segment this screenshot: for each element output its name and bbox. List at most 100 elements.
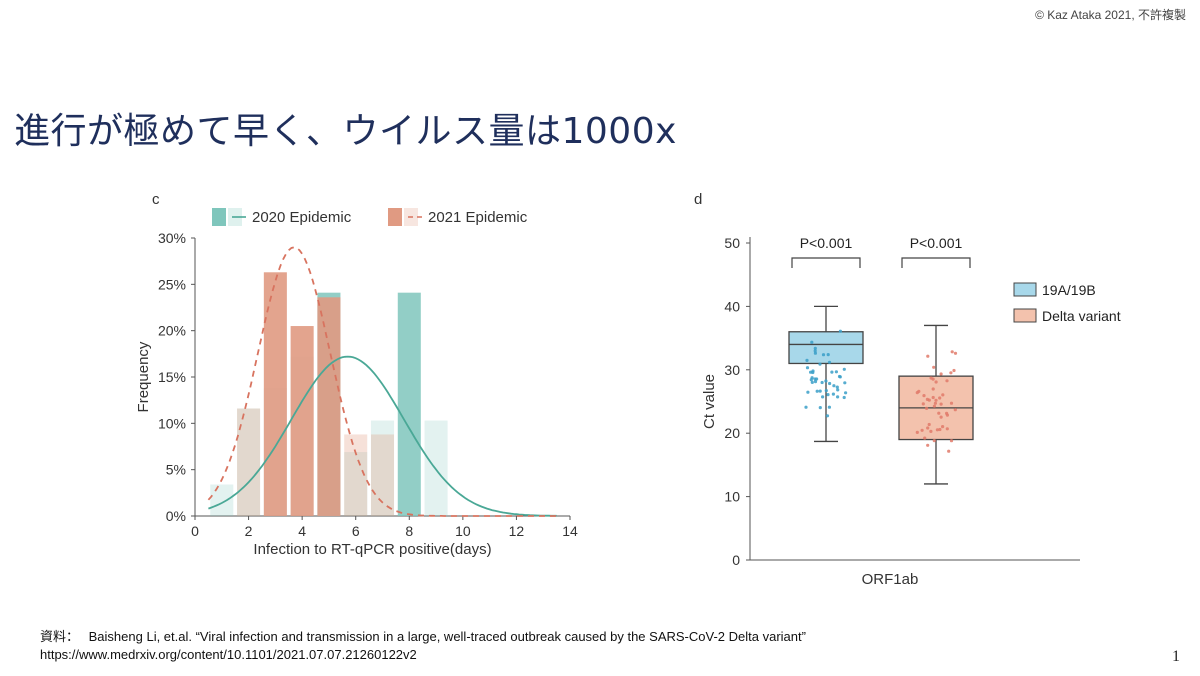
y-axis-title: Frequency — [135, 341, 152, 412]
data-point — [923, 436, 927, 440]
data-point — [939, 402, 943, 406]
y-tick-label: 0% — [166, 508, 186, 524]
data-point — [838, 375, 842, 379]
source-url[interactable]: https://www.medrxiv.org/content/10.1101/… — [40, 647, 417, 662]
y-tick-label: 10 — [724, 489, 740, 505]
x-tick-label: 12 — [509, 523, 525, 539]
data-point — [953, 351, 958, 355]
copyright-notice: © Kaz Ataka 2021, 不許複製 — [1035, 8, 1186, 22]
data-point — [920, 428, 924, 432]
data-point — [813, 351, 817, 355]
data-point — [932, 365, 936, 369]
legend-swatch — [1013, 282, 1037, 297]
bar-2021 — [290, 326, 314, 516]
x-tick-label: 6 — [352, 523, 360, 539]
data-point — [947, 449, 951, 453]
slide-title: 進行が極めて早く、ウイルス量は1000x — [14, 111, 677, 152]
data-point — [830, 370, 834, 374]
x-tick-label: 4 — [298, 523, 306, 539]
p-value-label: P<0.001 — [800, 235, 853, 251]
data-point — [929, 376, 933, 380]
data-point — [805, 366, 810, 370]
x-tick-label: 8 — [405, 523, 413, 539]
legend-label: Delta variant — [1042, 308, 1121, 324]
data-point — [938, 396, 942, 400]
data-point — [931, 387, 935, 391]
data-point — [926, 354, 930, 358]
panel-label: d — [694, 191, 702, 208]
data-point — [952, 368, 956, 373]
data-point — [949, 439, 954, 443]
data-point — [832, 384, 836, 388]
y-tick-label: 15% — [158, 369, 186, 385]
data-point — [825, 414, 830, 418]
y-tick-label: 50 — [724, 235, 740, 251]
data-point — [828, 381, 832, 386]
data-point — [949, 371, 953, 375]
data-point — [818, 362, 822, 366]
histogram-chart: c 2020 Epidemic 2021 Epidemic 0% 5% 10% 15% 20%… — [135, 191, 578, 558]
data-point — [836, 388, 840, 392]
data-point — [939, 372, 943, 376]
panel-label: c — [152, 191, 160, 208]
data-point — [821, 395, 825, 399]
x-tick-label: 2 — [245, 523, 253, 539]
data-point — [934, 398, 938, 402]
data-point — [939, 415, 943, 419]
data-point — [810, 340, 814, 344]
y-tick-label: 0 — [732, 552, 740, 568]
bar-2020 — [210, 484, 234, 516]
bar-2021 — [370, 434, 395, 516]
x-tick-label: 14 — [562, 523, 578, 539]
legend-label: 2020 Epidemic — [252, 209, 352, 226]
legend-label: 2021 Epidemic — [428, 209, 528, 226]
y-tick-label: 25% — [158, 276, 186, 292]
data-point — [941, 425, 945, 429]
legend-swatch — [1013, 308, 1037, 323]
data-point — [931, 395, 935, 400]
x-tick-label: 10 — [455, 523, 471, 539]
data-point — [938, 427, 942, 432]
y-tick-label: 20 — [724, 425, 740, 441]
data-point — [935, 428, 939, 432]
legend-swatch — [388, 208, 402, 226]
data-point — [838, 329, 842, 333]
data-point — [926, 443, 930, 447]
data-point — [937, 411, 941, 415]
source-text: Baisheng Li, et.al. “Viral infection and… — [88, 629, 806, 644]
data-point — [926, 426, 930, 430]
x-axis-title: ORF1ab — [862, 571, 919, 588]
curve-2020 — [208, 355, 557, 517]
data-point — [836, 395, 840, 399]
bar-2020 — [397, 292, 421, 516]
data-point — [815, 389, 819, 393]
data-point — [821, 353, 826, 357]
data-point — [934, 380, 938, 384]
data-point — [827, 360, 832, 364]
p-value-label: P<0.001 — [910, 235, 963, 251]
data-point — [810, 380, 814, 384]
y-tick-label: 30 — [724, 362, 740, 378]
data-point — [844, 391, 848, 395]
data-point — [945, 413, 949, 417]
significance-bracket — [791, 257, 861, 268]
bar-2021 — [317, 297, 341, 516]
data-point — [815, 377, 819, 381]
data-point — [945, 427, 949, 431]
data-point — [813, 349, 817, 353]
data-point — [933, 401, 937, 405]
data-point — [925, 406, 929, 410]
data-point — [835, 385, 839, 389]
legend-swatch — [212, 208, 226, 226]
data-point — [929, 429, 933, 433]
data-point — [813, 380, 818, 384]
significance-bracket — [901, 257, 971, 268]
data-point — [921, 402, 925, 406]
data-point — [818, 389, 822, 393]
data-point — [932, 439, 936, 443]
y-axis-title: Ct value — [701, 374, 718, 429]
data-point — [927, 422, 931, 427]
data-point — [818, 406, 822, 410]
curve-2021 — [207, 246, 557, 517]
data-point — [917, 389, 921, 393]
